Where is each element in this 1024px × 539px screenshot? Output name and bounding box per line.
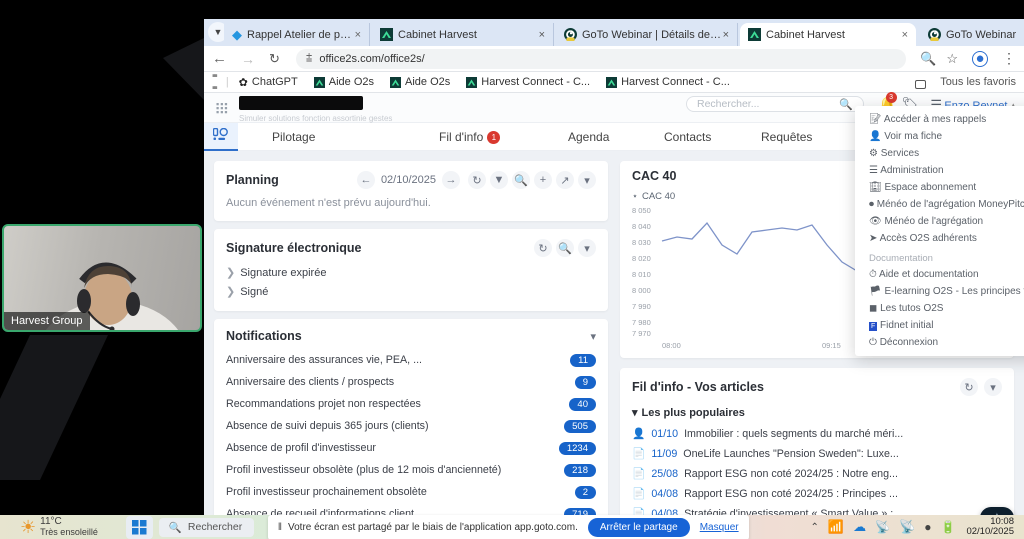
svg-text:8 030: 8 030 xyxy=(632,238,651,247)
svg-text:8 010: 8 010 xyxy=(632,270,651,279)
svg-text:09:15: 09:15 xyxy=(822,341,841,350)
svg-text:7 980: 7 980 xyxy=(632,318,651,327)
svg-text:8 040: 8 040 xyxy=(632,222,651,231)
svg-text:8 050: 8 050 xyxy=(632,206,651,215)
svg-text:8 000: 8 000 xyxy=(632,286,651,295)
svg-text:7 970: 7 970 xyxy=(632,329,651,338)
svg-text:7 990: 7 990 xyxy=(632,302,651,311)
svg-text:08:00: 08:00 xyxy=(662,341,681,350)
svg-text:8 020: 8 020 xyxy=(632,254,651,263)
